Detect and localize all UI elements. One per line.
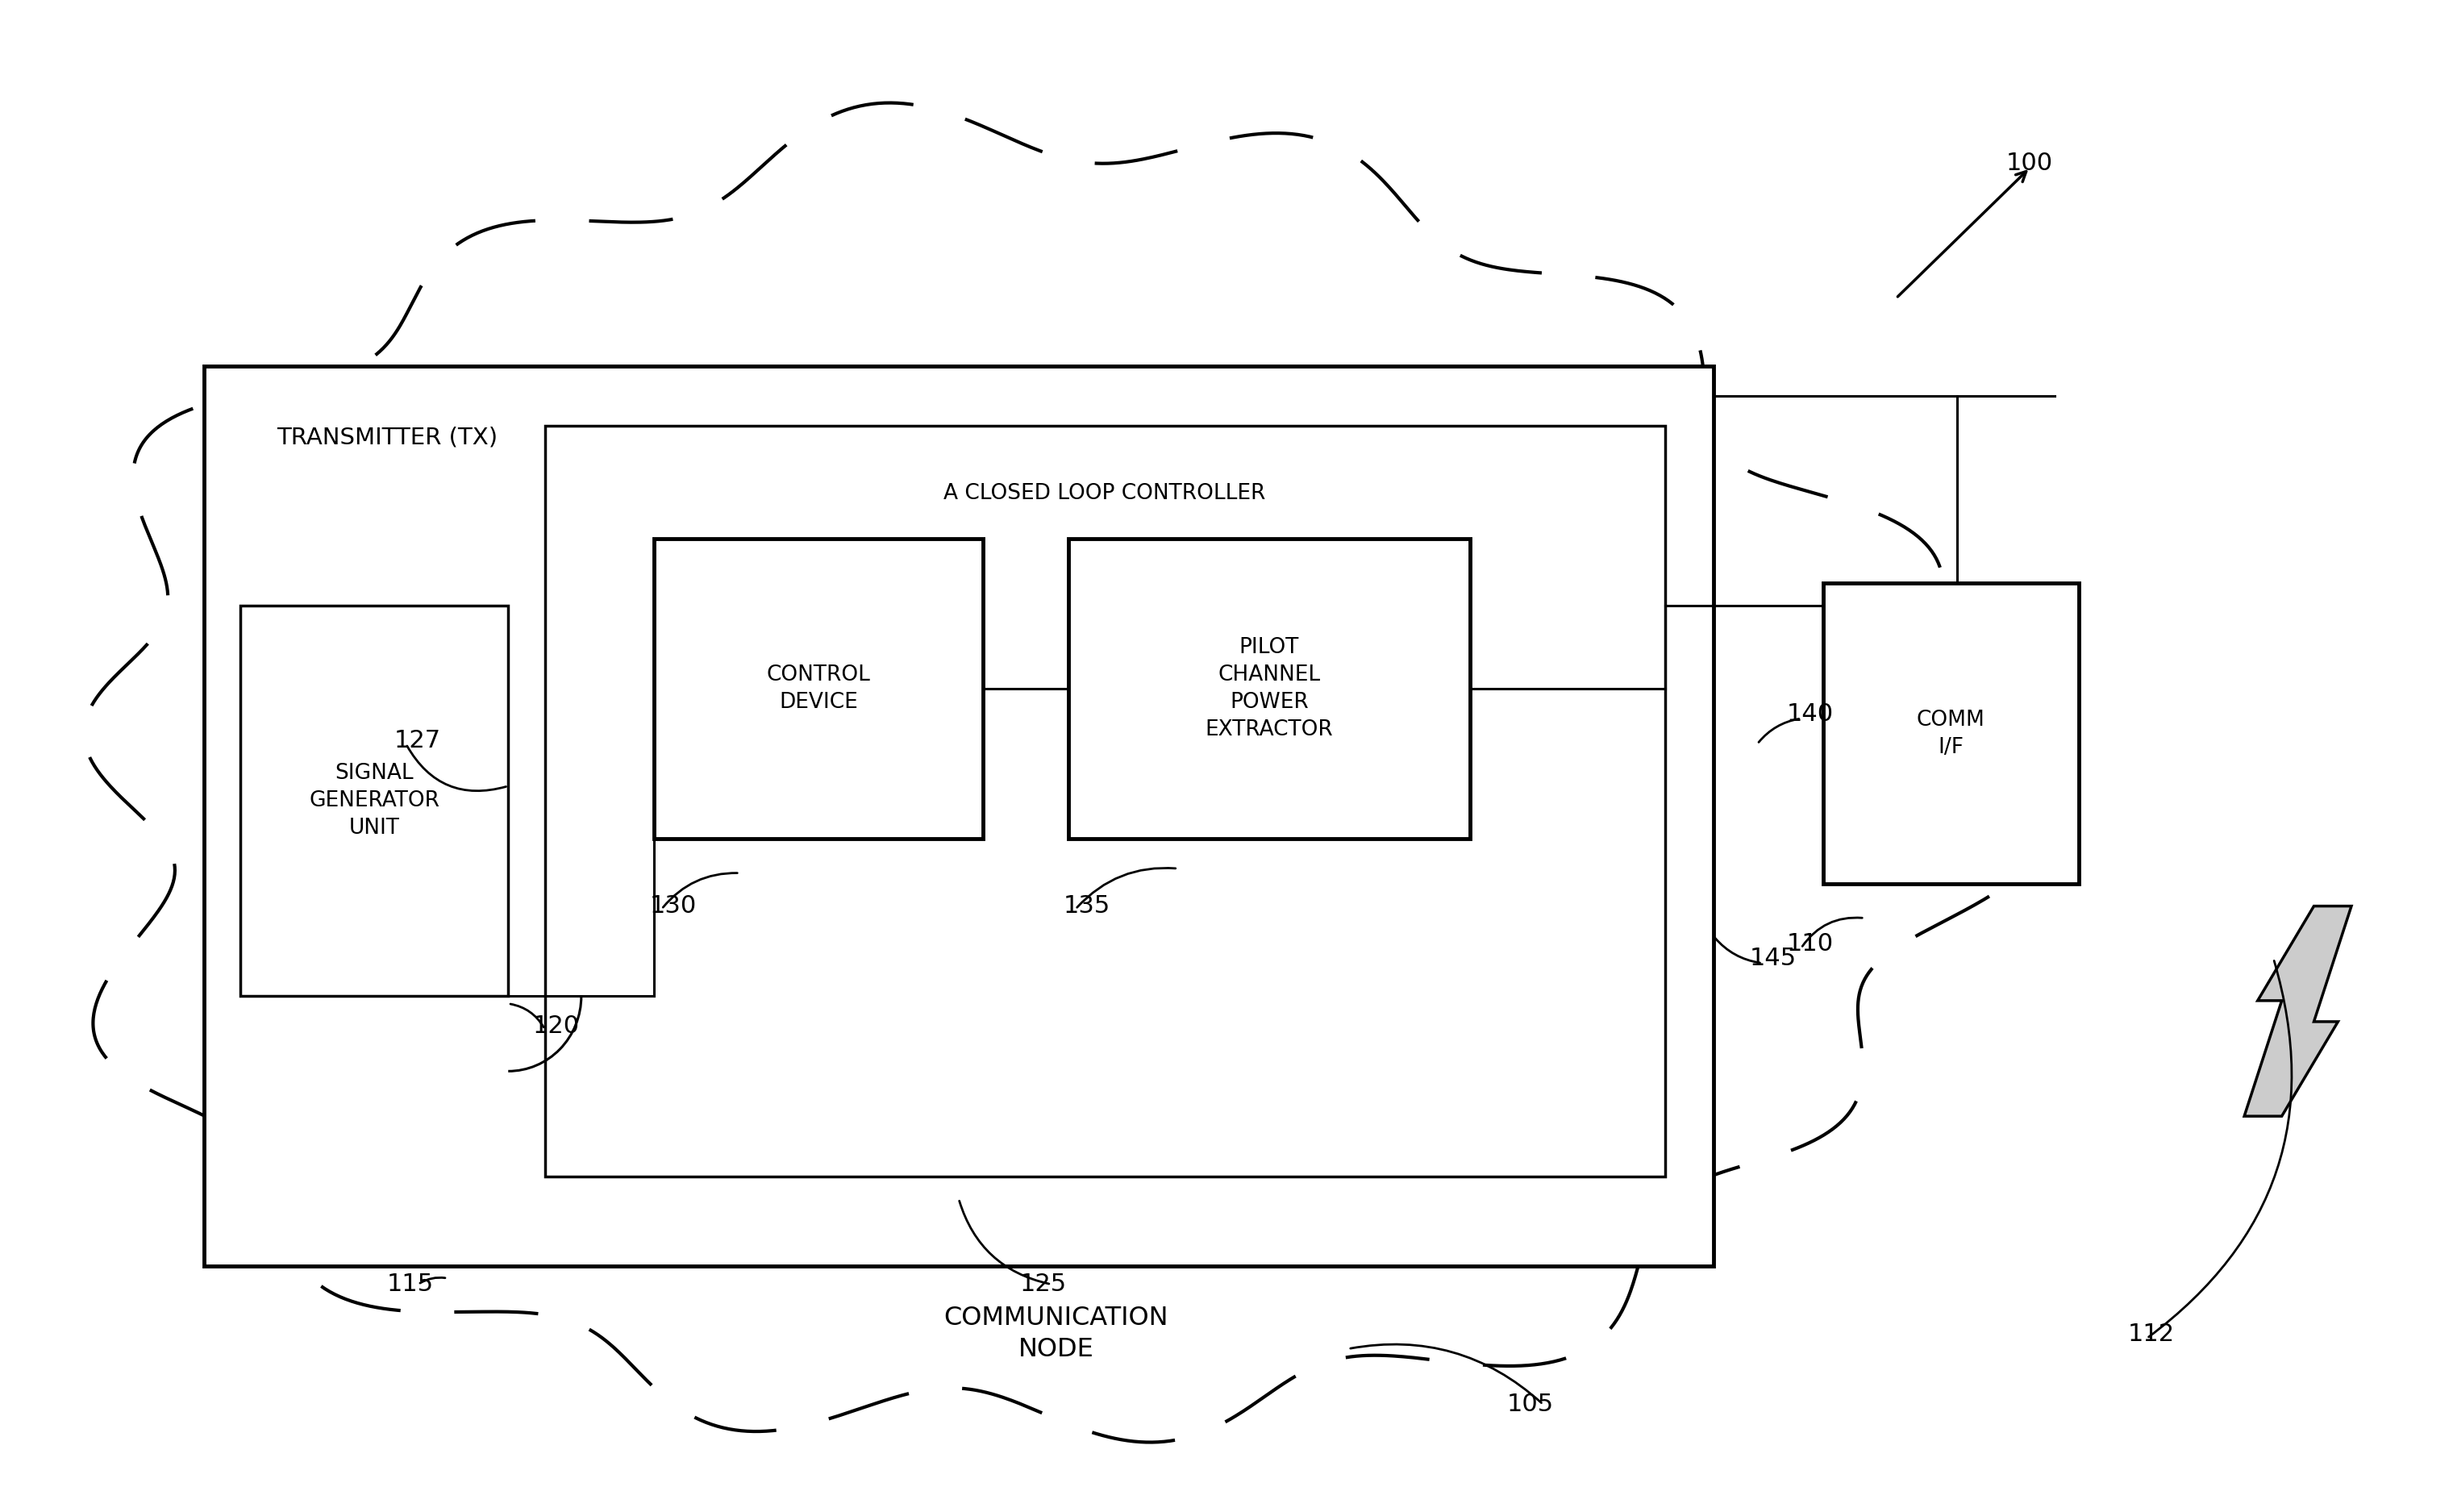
Bar	[1067, 538, 1469, 839]
Text: 125: 125	[1020, 1273, 1067, 1296]
Bar	[655, 538, 984, 839]
Text: 130: 130	[650, 895, 697, 918]
Bar	[545, 426, 1666, 1176]
Text: COMM
I/F: COMM I/F	[1916, 709, 1984, 758]
Text: 110: 110	[1786, 931, 1832, 956]
Text: CONTROL
DEVICE: CONTROL DEVICE	[768, 664, 871, 712]
Bar	[204, 366, 1715, 1266]
Text: PILOT
CHANNEL
POWER
EXTRACTOR: PILOT CHANNEL POWER EXTRACTOR	[1204, 637, 1332, 739]
Bar	[240, 606, 508, 996]
Bar	[1823, 584, 2078, 883]
Text: COMMUNICATION
NODE: COMMUNICATION NODE	[944, 1306, 1168, 1362]
Text: SIGNAL
GENERATOR
UNIT: SIGNAL GENERATOR UNIT	[309, 764, 439, 839]
Text: A CLOSED LOOP CONTROLLER: A CLOSED LOOP CONTROLLER	[944, 482, 1266, 503]
Text: 127: 127	[395, 729, 442, 753]
Text: 140: 140	[1786, 702, 1832, 726]
Text: 120: 120	[532, 1015, 579, 1037]
Polygon shape	[2244, 906, 2352, 1116]
Text: 135: 135	[1062, 895, 1111, 918]
Text: 112: 112	[2127, 1321, 2173, 1346]
Text: 105: 105	[1506, 1393, 1553, 1417]
Text: 115: 115	[388, 1273, 434, 1296]
Text: 100: 100	[2007, 151, 2053, 175]
Text: TRANSMITTER (TX): TRANSMITTER (TX)	[277, 426, 498, 449]
Text: 145: 145	[1749, 947, 1798, 971]
